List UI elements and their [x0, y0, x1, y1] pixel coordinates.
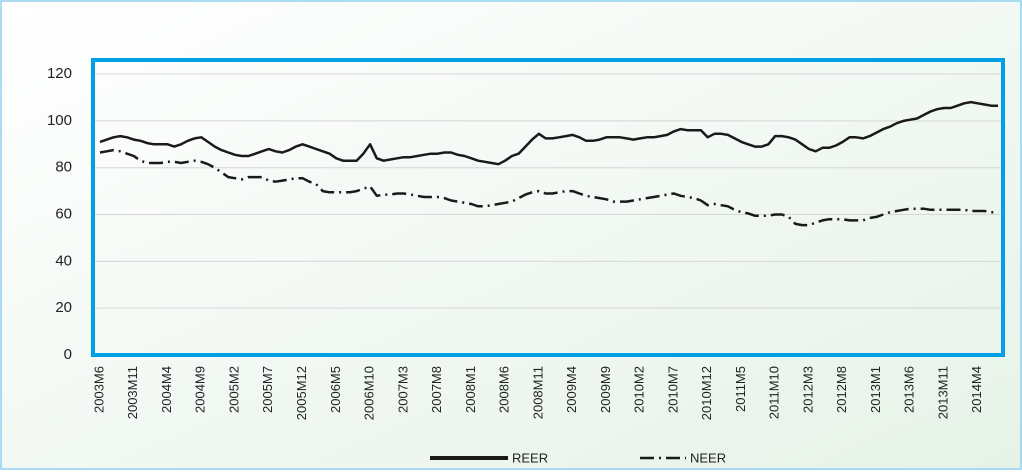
x-tick-label: 2012M8	[834, 366, 849, 413]
x-tick-label: 2013M1	[868, 366, 883, 413]
x-tick-label: 2013M6	[902, 366, 917, 413]
x-tick-label: 2014M4	[969, 366, 984, 413]
x-tick-label: 2006M5	[328, 366, 343, 413]
x-tick-label: 2010M2	[632, 366, 647, 413]
x-tick-label: 2007M8	[429, 366, 444, 413]
x-tick-label: 2008M11	[530, 366, 545, 419]
y-tick-label: 40	[55, 252, 72, 269]
x-tick-label: 2009M4	[564, 366, 579, 413]
x-tick-label: 2005M7	[260, 366, 275, 413]
x-tick-label: 2011M5	[733, 366, 748, 412]
series-line	[99, 148, 998, 227]
legend-label: REER	[512, 450, 548, 465]
x-tick-label: 2004M4	[159, 366, 174, 413]
x-tick-label: 2005M12	[294, 366, 309, 420]
y-tick-label: 60	[55, 205, 72, 222]
x-tick-label: 2004M9	[193, 366, 208, 413]
y-tick-label: 100	[47, 112, 72, 129]
y-tick-label: 120	[47, 65, 72, 82]
x-tick-label: 2008M6	[497, 366, 512, 413]
x-tick-label: 2012M3	[800, 366, 815, 413]
x-tick-label: 2009M9	[598, 366, 613, 413]
x-tick-label: 2010M12	[699, 366, 714, 420]
y-tick-label: 0	[64, 346, 72, 363]
y-tick-label: 80	[55, 159, 72, 176]
y-tick-label: 20	[55, 299, 72, 316]
x-tick-label: 2006M10	[362, 366, 377, 420]
x-tick-label: 2010M7	[665, 366, 680, 413]
x-tick-label: 2003M11	[125, 366, 140, 419]
series-line	[99, 100, 998, 166]
x-tick-label: 2008M1	[463, 366, 478, 413]
x-tick-label: 2007M3	[395, 366, 410, 413]
x-tick-label: 2011M10	[767, 366, 782, 419]
x-tick-label: 2003M6	[91, 366, 106, 413]
plot-frame	[91, 58, 1005, 357]
x-tick-label: 2005M2	[226, 366, 241, 413]
x-tick-label: 2013M11	[935, 366, 950, 419]
legend-label: NEER	[690, 450, 726, 465]
